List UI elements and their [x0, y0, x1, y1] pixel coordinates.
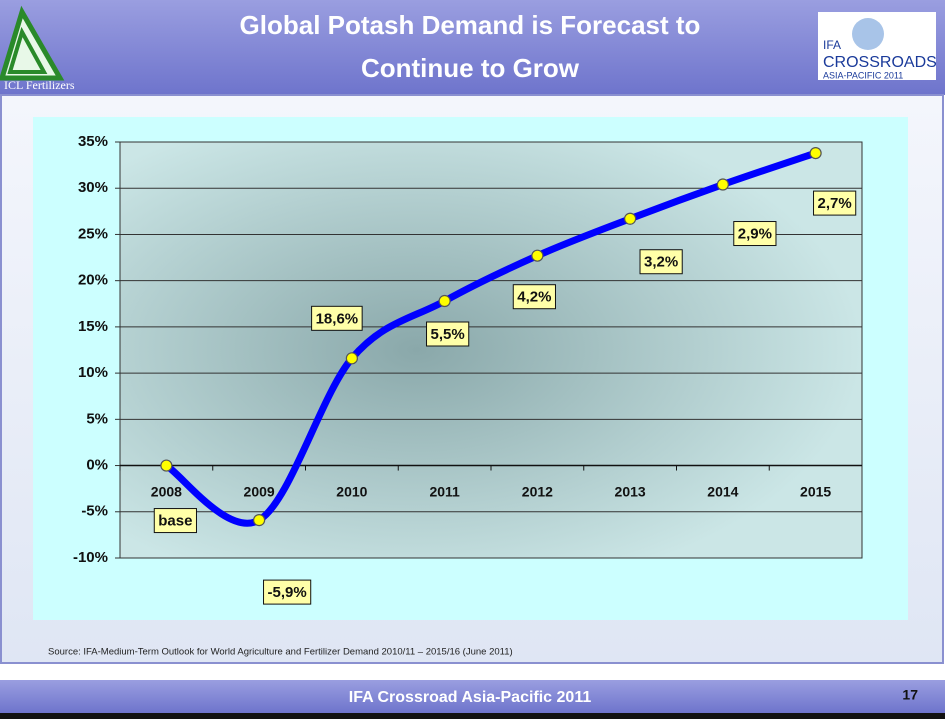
- plot-area: [119, 141, 863, 559]
- x-tick-label: 2013: [615, 483, 646, 499]
- point-marker: [809, 146, 822, 160]
- footer-band: [0, 680, 945, 713]
- logo-right-text: IFA: [823, 38, 841, 52]
- slide-number: 17: [902, 687, 918, 703]
- point-marker: [345, 352, 358, 365]
- y-tick-label: 15%: [78, 318, 108, 335]
- logo-right-text: ASIA-PACIFIC 2011: [823, 70, 903, 80]
- x-tick-label: 2015: [800, 483, 831, 499]
- y-tick-label: -5%: [81, 503, 108, 520]
- header-band: [0, 0, 945, 95]
- annotation-label: 18,6%: [316, 310, 359, 327]
- y-tick-label: 0%: [86, 457, 108, 474]
- point-marker: [160, 459, 173, 472]
- annotation-box: [813, 190, 857, 216]
- y-tick-label: 25%: [78, 225, 108, 242]
- x-tick-label: 2011: [429, 483, 460, 499]
- annotation-label: 2,7%: [818, 195, 852, 212]
- footer-edge: [0, 713, 945, 719]
- logo-right-text: CROSSROADS: [823, 54, 937, 71]
- annotation-box: [426, 321, 470, 347]
- x-tick-label: 2008: [151, 483, 182, 499]
- annotation-label: 5,5%: [431, 326, 465, 343]
- annotation-box: [512, 284, 556, 310]
- x-tick-label: 2012: [522, 483, 553, 499]
- annotation-box: [639, 249, 683, 275]
- chart-title: Global Potash Demand is Forecast to Conti…: [240, 10, 701, 83]
- y-tick-label: 35%: [78, 133, 108, 150]
- logo-right-globe: [852, 18, 884, 50]
- annotation-box: [263, 579, 312, 605]
- y-tick-label: 10%: [78, 364, 108, 381]
- point-marker: [438, 294, 451, 308]
- point-marker: [716, 178, 729, 191]
- logo-left-shape: [7, 26, 48, 74]
- annotation-label: -5,9%: [268, 584, 307, 601]
- annotation-box: [733, 221, 777, 247]
- annotation-label: 2,9%: [738, 225, 772, 242]
- annotation-label: 4,2%: [517, 289, 551, 306]
- x-tick-label: 2010: [336, 483, 367, 499]
- point-marker: [624, 212, 637, 225]
- y-tick-label: 30%: [78, 179, 108, 196]
- x-tick-label: 2009: [244, 483, 275, 499]
- footer-text: IFA Crossroad Asia-Pacific 2011: [349, 689, 592, 706]
- annotation-label: base: [158, 513, 192, 530]
- y-tick-label: -10%: [73, 549, 108, 566]
- x-tick-label: 2014: [707, 483, 738, 499]
- annotation-label: 3,2%: [644, 254, 678, 271]
- annotation-box: [153, 508, 197, 534]
- logo-left-text: ICL Fertilizers: [4, 78, 75, 92]
- point-marker: [253, 513, 266, 527]
- y-tick-label: 20%: [78, 272, 108, 289]
- point-marker: [531, 249, 544, 262]
- y-tick-label: 5%: [86, 410, 108, 427]
- source-note: Source: IFA-Medium-Term Outlook for Worl…: [48, 647, 513, 658]
- annotation-box: [311, 305, 363, 331]
